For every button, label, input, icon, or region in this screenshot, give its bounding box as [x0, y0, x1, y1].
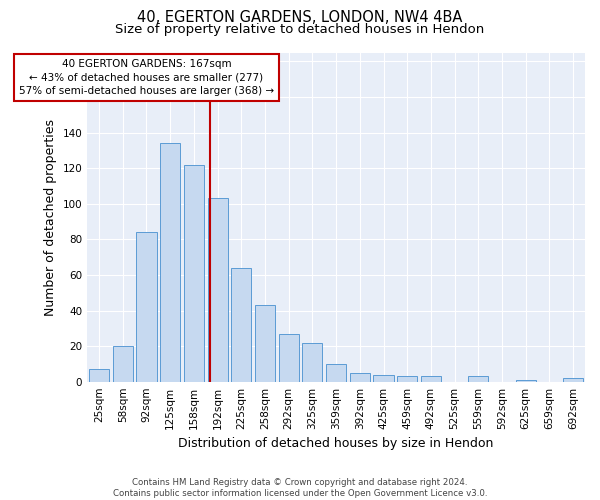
- Bar: [397, 376, 417, 382]
- Bar: [373, 374, 394, 382]
- Text: 40 EGERTON GARDENS: 167sqm
← 43% of detached houses are smaller (277)
57% of sem: 40 EGERTON GARDENS: 167sqm ← 43% of deta…: [19, 59, 274, 96]
- Text: 40, EGERTON GARDENS, LONDON, NW4 4BA: 40, EGERTON GARDENS, LONDON, NW4 4BA: [137, 10, 463, 25]
- Bar: [278, 334, 299, 382]
- Bar: [208, 198, 227, 382]
- Bar: [136, 232, 157, 382]
- Bar: [302, 342, 322, 382]
- Text: Size of property relative to detached houses in Hendon: Size of property relative to detached ho…: [115, 22, 485, 36]
- Bar: [89, 369, 109, 382]
- Bar: [113, 346, 133, 382]
- Bar: [326, 364, 346, 382]
- Bar: [468, 376, 488, 382]
- Y-axis label: Number of detached properties: Number of detached properties: [44, 118, 57, 316]
- Bar: [160, 143, 180, 382]
- Text: Contains HM Land Registry data © Crown copyright and database right 2024.
Contai: Contains HM Land Registry data © Crown c…: [113, 478, 487, 498]
- Bar: [184, 164, 204, 382]
- Bar: [515, 380, 536, 382]
- X-axis label: Distribution of detached houses by size in Hendon: Distribution of detached houses by size …: [178, 437, 494, 450]
- Bar: [231, 268, 251, 382]
- Bar: [563, 378, 583, 382]
- Bar: [421, 376, 441, 382]
- Bar: [255, 305, 275, 382]
- Bar: [350, 373, 370, 382]
